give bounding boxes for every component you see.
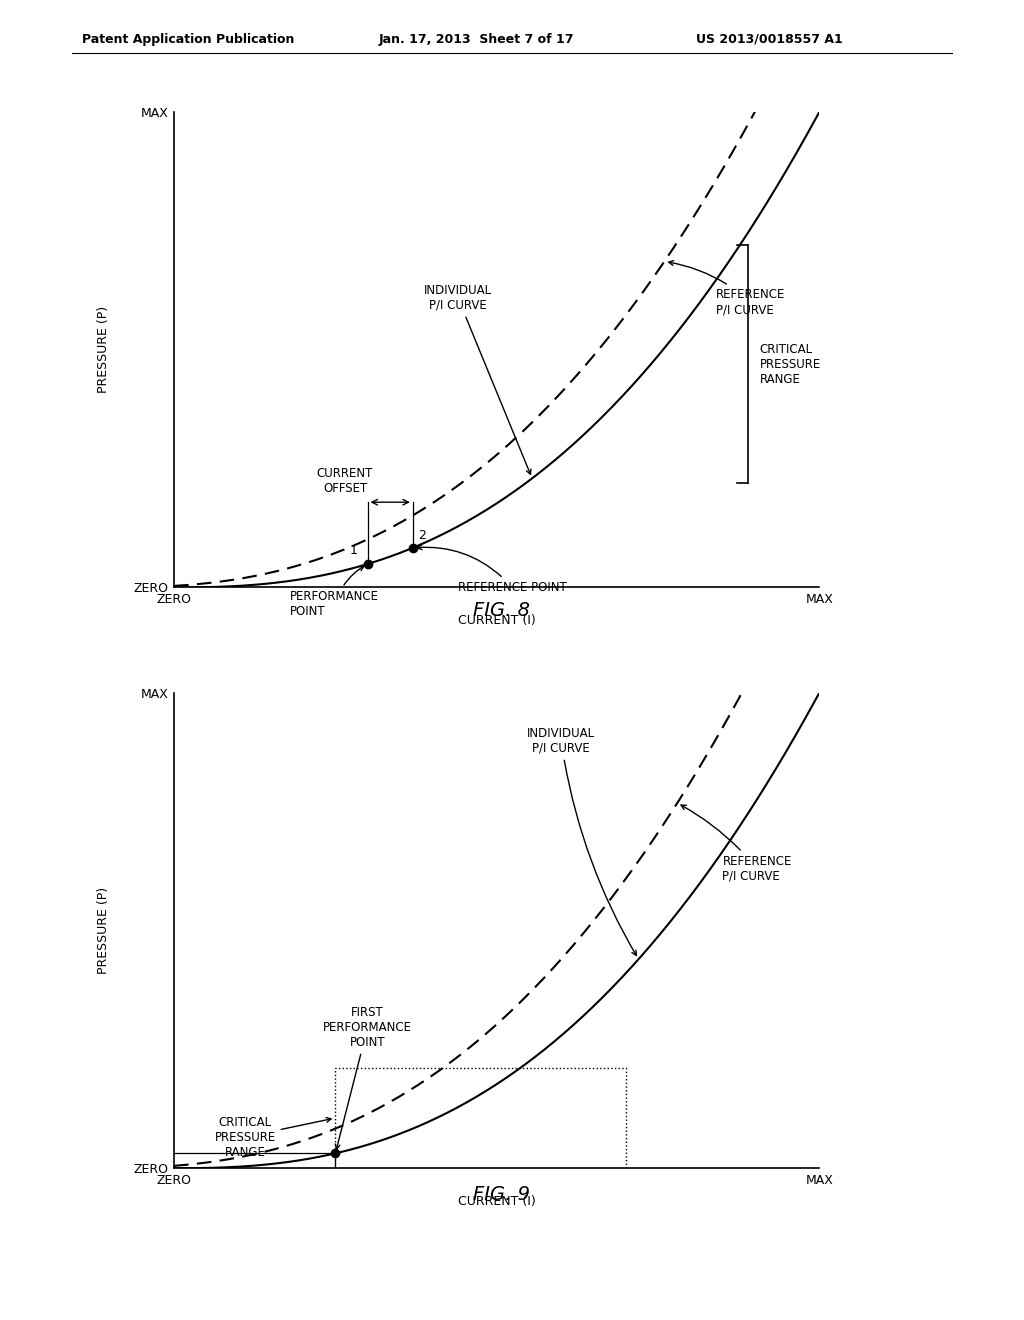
Text: PRESSURE (P): PRESSURE (P) — [96, 306, 110, 393]
Text: Patent Application Publication: Patent Application Publication — [82, 33, 294, 46]
Text: Jan. 17, 2013  Sheet 7 of 17: Jan. 17, 2013 Sheet 7 of 17 — [379, 33, 574, 46]
Text: REFERENCE
P/I CURVE: REFERENCE P/I CURVE — [669, 260, 785, 317]
Text: 1: 1 — [350, 544, 358, 557]
Text: FIG. 9: FIG. 9 — [473, 1185, 530, 1204]
Text: CURRENT
OFFSET: CURRENT OFFSET — [316, 467, 373, 495]
Bar — [336, 1068, 626, 1168]
X-axis label: CURRENT (I): CURRENT (I) — [458, 614, 536, 627]
Text: REFERENCE
P/I CURVE: REFERENCE P/I CURVE — [681, 805, 792, 883]
Text: PERFORMANCE
POINT: PERFORMANCE POINT — [290, 566, 379, 618]
Text: CRITICAL
PRESSURE
RANGE: CRITICAL PRESSURE RANGE — [760, 343, 821, 385]
Text: 2: 2 — [418, 529, 426, 543]
Text: INDIVIDUAL
P/I CURVE: INDIVIDUAL P/I CURVE — [527, 727, 636, 956]
Text: US 2013/0018557 A1: US 2013/0018557 A1 — [696, 33, 843, 46]
Text: PRESSURE (P): PRESSURE (P) — [96, 887, 110, 974]
Text: REFERENCE POINT: REFERENCE POINT — [417, 545, 566, 594]
Text: INDIVIDUAL
P/I CURVE: INDIVIDUAL P/I CURVE — [424, 284, 530, 474]
Text: FIRST
PERFORMANCE
POINT: FIRST PERFORMANCE POINT — [324, 1006, 412, 1150]
Text: CRITICAL
PRESSURE
RANGE: CRITICAL PRESSURE RANGE — [214, 1115, 331, 1159]
X-axis label: CURRENT (I): CURRENT (I) — [458, 1195, 536, 1208]
Text: FIG. 8: FIG. 8 — [473, 601, 530, 619]
